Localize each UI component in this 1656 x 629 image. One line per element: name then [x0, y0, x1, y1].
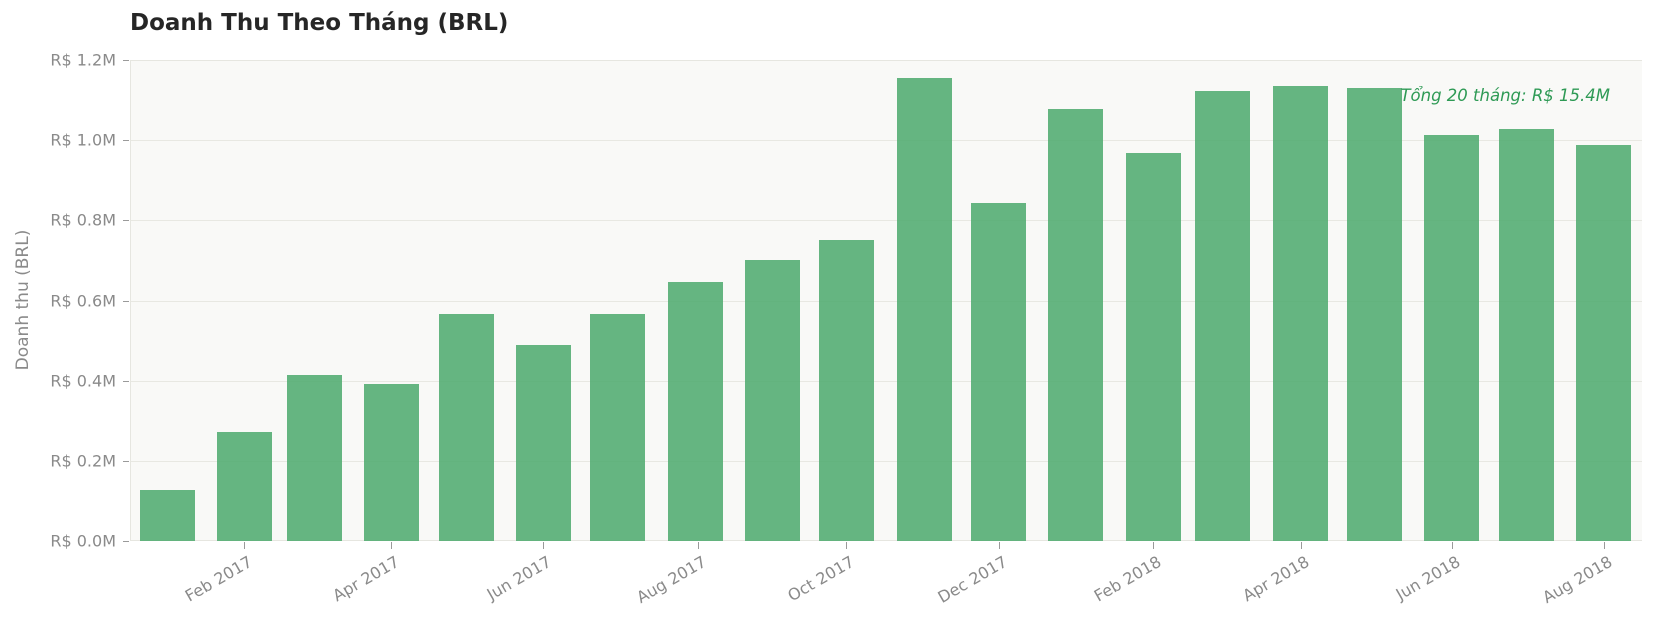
- chart-title: Doanh Thu Theo Tháng (BRL): [130, 10, 509, 36]
- bar: [516, 344, 571, 541]
- y-tick-label: R$ 0.2M: [50, 451, 116, 471]
- bar: [439, 313, 494, 541]
- x-tick-mark: [1604, 542, 1605, 549]
- y-tick-mark: [123, 220, 129, 222]
- x-tick-mark: [698, 542, 699, 549]
- bar: [1347, 88, 1402, 541]
- y-tick-label: R$ 0.8M: [50, 210, 116, 230]
- bar: [819, 239, 874, 541]
- bar: [668, 281, 723, 541]
- gridline: [131, 300, 1642, 302]
- bar: [1499, 128, 1554, 541]
- x-tick-mark: [999, 542, 1000, 549]
- total-annotation: Tổng 20 tháng: R$ 15.4M: [1400, 86, 1610, 105]
- y-tick-label: R$ 0.6M: [50, 291, 116, 310]
- y-axis-title: Doanh thu (BRL): [13, 229, 33, 371]
- bar: [1195, 91, 1250, 541]
- y-tick-label: R$ 1.2M: [50, 50, 116, 70]
- gridline: [131, 460, 1642, 462]
- x-tick-mark: [1153, 542, 1154, 549]
- bar: [1273, 86, 1328, 541]
- bar: [1126, 153, 1181, 541]
- y-tick-label: R$ 0.0M: [50, 531, 116, 551]
- bar: [287, 375, 342, 541]
- x-tick-label: Jun 2018: [1392, 552, 1464, 604]
- y-tick-mark: [123, 460, 129, 462]
- x-tick-mark: [543, 542, 544, 549]
- y-tick-label: R$ 0.4M: [50, 371, 116, 391]
- bar: [1576, 145, 1631, 541]
- x-tick-mark: [846, 542, 847, 549]
- y-tick-mark: [123, 380, 129, 382]
- bar: [217, 431, 272, 541]
- x-tick-mark: [391, 542, 392, 549]
- x-tick-mark: [244, 542, 245, 549]
- bar: [590, 313, 645, 541]
- x-tick-label: Apr 2018: [1239, 552, 1313, 606]
- bar: [745, 259, 800, 541]
- x-tick-label: Oct 2017: [784, 552, 858, 606]
- x-tick-label: Aug 2018: [1539, 552, 1616, 607]
- x-tick-label: Dec 2017: [934, 552, 1011, 607]
- plot-area: [130, 60, 1642, 541]
- y-tick-mark: [123, 541, 129, 542]
- x-tick-label: Feb 2017: [181, 552, 256, 606]
- x-tick-mark: [1301, 542, 1302, 549]
- x-tick-label: Apr 2017: [329, 552, 403, 606]
- bar: [140, 490, 195, 541]
- bar: [1048, 108, 1103, 541]
- x-tick-label: Aug 2017: [633, 552, 710, 607]
- x-tick-label: Jun 2017: [483, 552, 555, 604]
- gridline: [131, 220, 1642, 222]
- y-tick-label: R$ 1.0M: [50, 130, 116, 150]
- gridline: [131, 140, 1642, 142]
- x-tick-mark: [1452, 542, 1453, 549]
- gridline: [131, 380, 1642, 382]
- bar: [971, 202, 1026, 541]
- y-tick-mark: [123, 140, 129, 142]
- bar: [1424, 135, 1479, 541]
- bar: [897, 78, 952, 541]
- x-tick-label: Feb 2018: [1090, 552, 1165, 606]
- y-tick-mark: [123, 60, 129, 61]
- y-tick-mark: [123, 300, 129, 302]
- bar: [364, 383, 419, 541]
